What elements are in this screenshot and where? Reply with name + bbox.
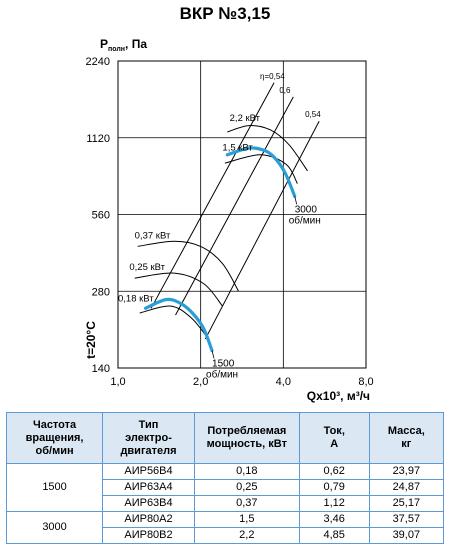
power-cell: 0,37 xyxy=(193,495,300,512)
motor-cell: АИР80А2 xyxy=(102,511,195,528)
y-tick-label: 2240 xyxy=(86,56,110,68)
y-axis-label: Pполн, Па xyxy=(100,37,147,53)
efficiency-line xyxy=(150,82,275,309)
power-label: 0,25 кВт xyxy=(129,262,165,273)
efficiency-label: 0,6 xyxy=(279,86,291,95)
header-motor: Тип электро- двигателя xyxy=(102,412,195,464)
power-cell: 2,2 xyxy=(193,527,300,544)
power-label: 1,5 кВт xyxy=(222,142,253,153)
speed-cell: 1500 xyxy=(5,463,104,512)
current-cell: 0,79 xyxy=(298,479,370,496)
x-axis-label: Qx10³, м³/ч xyxy=(307,389,370,403)
speed-curve xyxy=(225,146,297,198)
power-curve xyxy=(227,125,308,172)
speed-unit-label: об/мин xyxy=(289,214,321,226)
labels: 1,0 2,0 4,0 8,0 2240 1120 560 280 140 Pполн, Па Qx… xyxy=(84,37,374,403)
power-label: 0,18 кВт xyxy=(118,294,154,305)
power-curve xyxy=(137,240,240,292)
speed-label: 1500 xyxy=(212,358,235,369)
speed-cell: 3000 xyxy=(5,511,104,544)
y-tick-label: 1120 xyxy=(86,133,110,145)
x-tick-label: 8,0 xyxy=(358,376,373,388)
table-row: АИР63А4 0,25 0,79 24,87 xyxy=(7,479,445,496)
x-tick-label: 2,0 xyxy=(193,376,208,388)
y-tick-label: 280 xyxy=(92,286,110,298)
efficiency-label: 0,54 xyxy=(305,110,321,119)
mass-cell: 24,87 xyxy=(368,479,445,496)
power-cell: 0,18 xyxy=(193,463,300,480)
x-tick-label: 4,0 xyxy=(276,376,291,388)
power-label: 0,37 кВт xyxy=(135,231,171,242)
header-current: Ток, А xyxy=(298,412,370,464)
table-row: 1500 АИР56В4 0,18 0,62 23,97 xyxy=(5,463,445,512)
header-power: Потребляемая мощность, кВт xyxy=(193,412,300,464)
speed-curve xyxy=(144,297,214,353)
y-tick-label: 140 xyxy=(92,363,110,375)
mass-cell: 39,07 xyxy=(368,527,445,544)
fan-performance-chart: 1,0 2,0 4,0 8,0 2240 1120 560 280 140 Pполн, Па Qx… xyxy=(84,37,374,403)
power-curve xyxy=(134,272,223,307)
table-row: АИР63В4 0,37 1,12 25,17 xyxy=(7,495,445,512)
motor-spec-table: Частота вращения, об/мин Тип электро- дв… xyxy=(5,412,445,544)
table-row: 3000 АИР80А2 1,5 3,46 37,57 xyxy=(5,511,445,544)
motor-cell: АИР80В2 xyxy=(102,527,195,544)
current-cell: 4,85 xyxy=(298,527,370,544)
mass-cell: 37,57 xyxy=(368,511,445,528)
power-label: 2,2 кВт xyxy=(230,113,261,124)
motor-cell: АИР56В4 xyxy=(102,463,195,480)
power-curve xyxy=(139,305,210,341)
efficiency-line xyxy=(204,121,320,340)
speed-leader-line xyxy=(211,350,215,359)
current-cell: 0,62 xyxy=(298,463,370,480)
header-mass: Масса, кг xyxy=(368,412,445,464)
grid xyxy=(117,60,367,369)
current-cell: 1,12 xyxy=(298,495,370,512)
current-cell: 3,46 xyxy=(298,511,370,528)
power-cell: 1,5 xyxy=(193,511,300,528)
speed-label: 3000 xyxy=(295,204,318,215)
mass-cell: 25,17 xyxy=(368,495,445,512)
temperature-label: t=20°C xyxy=(84,321,98,359)
curves xyxy=(134,82,320,359)
motor-cell: АИР63А4 xyxy=(102,479,195,496)
table-header-row: Частота вращения, об/мин Тип электро- дв… xyxy=(5,412,445,464)
speed-leader-line xyxy=(294,196,298,205)
mass-cell: 23,97 xyxy=(368,463,445,480)
efficiency-label: η=0,54 xyxy=(260,72,285,81)
x-tick-label: 1,0 xyxy=(110,376,125,388)
power-cell: 0,25 xyxy=(193,479,300,496)
speed-unit-label: об/мин xyxy=(206,368,238,380)
y-tick-label: 560 xyxy=(92,210,110,222)
header-speed: Частота вращения, об/мин xyxy=(5,412,104,464)
chart-title: ВКР №3,15 xyxy=(179,4,271,23)
motor-cell: АИР63В4 xyxy=(102,495,195,512)
